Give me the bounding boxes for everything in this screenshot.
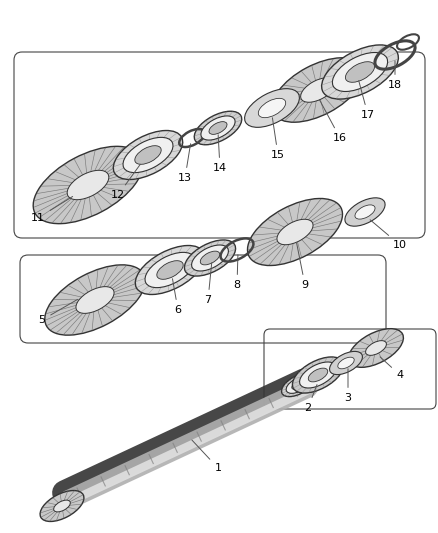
Ellipse shape	[194, 111, 242, 145]
Ellipse shape	[286, 377, 310, 393]
Ellipse shape	[293, 357, 343, 393]
Ellipse shape	[123, 138, 173, 173]
Ellipse shape	[349, 329, 403, 367]
Ellipse shape	[40, 490, 84, 521]
Ellipse shape	[67, 171, 109, 200]
Text: 16: 16	[319, 100, 347, 143]
Ellipse shape	[200, 251, 220, 265]
Ellipse shape	[113, 131, 183, 180]
Ellipse shape	[329, 351, 363, 375]
Text: 14: 14	[213, 135, 227, 173]
Text: 3: 3	[345, 369, 352, 403]
Text: 8: 8	[233, 255, 240, 290]
Ellipse shape	[355, 205, 375, 219]
Ellipse shape	[277, 219, 313, 245]
Ellipse shape	[282, 374, 314, 397]
Ellipse shape	[272, 58, 364, 122]
Text: 11: 11	[31, 197, 73, 223]
Ellipse shape	[338, 357, 354, 369]
Ellipse shape	[135, 146, 161, 164]
Ellipse shape	[300, 78, 336, 102]
Text: 15: 15	[271, 118, 285, 160]
Ellipse shape	[145, 252, 195, 288]
Text: 1: 1	[192, 440, 222, 473]
Ellipse shape	[54, 500, 71, 512]
Ellipse shape	[201, 116, 235, 140]
Text: 13: 13	[178, 144, 192, 183]
Ellipse shape	[292, 381, 304, 390]
Text: 12: 12	[111, 164, 140, 200]
Ellipse shape	[157, 261, 183, 279]
Ellipse shape	[300, 362, 336, 388]
Ellipse shape	[244, 88, 300, 127]
Ellipse shape	[184, 240, 236, 276]
Ellipse shape	[209, 122, 227, 134]
Ellipse shape	[247, 198, 343, 265]
Ellipse shape	[366, 341, 386, 356]
Ellipse shape	[258, 98, 286, 118]
Ellipse shape	[308, 368, 328, 382]
Ellipse shape	[321, 45, 399, 99]
Ellipse shape	[345, 198, 385, 226]
Text: 2: 2	[304, 385, 317, 413]
Text: 7: 7	[205, 263, 212, 305]
Ellipse shape	[191, 245, 229, 271]
Text: 18: 18	[388, 61, 402, 90]
Ellipse shape	[45, 265, 145, 335]
Text: 4: 4	[380, 357, 403, 380]
Text: 9: 9	[297, 243, 308, 290]
Ellipse shape	[346, 62, 374, 82]
Ellipse shape	[135, 246, 205, 295]
Text: 6: 6	[173, 279, 181, 315]
Text: 17: 17	[359, 80, 375, 120]
Ellipse shape	[33, 147, 143, 224]
Text: 5: 5	[39, 300, 78, 325]
Ellipse shape	[76, 287, 114, 313]
Ellipse shape	[332, 53, 388, 92]
Text: 10: 10	[370, 220, 407, 250]
